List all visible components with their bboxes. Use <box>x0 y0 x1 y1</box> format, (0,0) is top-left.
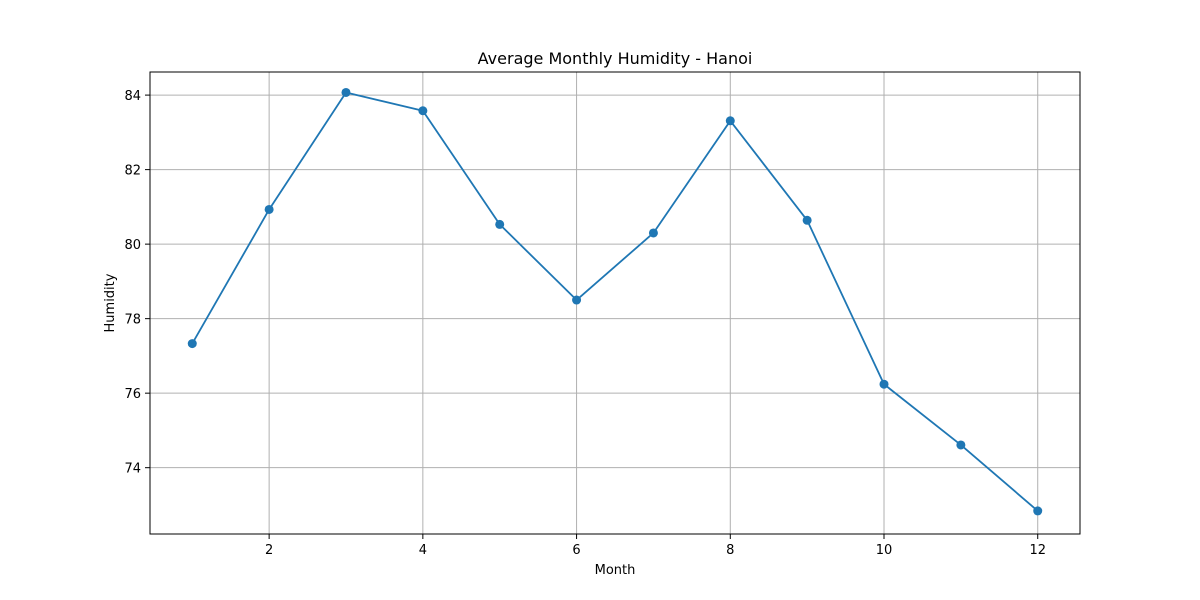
y-tick-label: 80 <box>124 238 141 253</box>
grid-layer <box>150 72 1080 534</box>
data-point <box>264 204 274 214</box>
x-tick-label: 4 <box>419 543 427 558</box>
data-point <box>341 87 351 97</box>
y-tick-label: 84 <box>124 89 141 104</box>
data-point <box>725 116 735 126</box>
data-point <box>802 215 812 225</box>
x-tick-label: 6 <box>572 543 580 558</box>
chart-title: Average Monthly Humidity - Hanoi <box>478 49 753 68</box>
y-tick-label: 74 <box>124 462 141 477</box>
data-point <box>956 440 966 450</box>
y-tick-label: 76 <box>124 387 141 402</box>
series-layer <box>187 87 1043 516</box>
data-point <box>1033 506 1043 516</box>
x-tick-label: 8 <box>726 543 734 558</box>
y-axis-label: Humidity <box>103 273 118 332</box>
x-tick-label: 2 <box>265 543 273 558</box>
data-point <box>879 379 889 389</box>
data-point <box>418 106 428 116</box>
plot-frame <box>149 71 1081 535</box>
data-point <box>648 228 658 238</box>
x-tick-label: 10 <box>876 543 893 558</box>
ticks-layer: 2 4 6 8 10 12 74 76 78 80 82 84 <box>124 89 1046 558</box>
series-line <box>191 91 1039 512</box>
data-point <box>187 339 197 349</box>
data-point <box>495 219 505 229</box>
y-tick-label: 78 <box>124 313 141 328</box>
x-tick-label: 12 <box>1029 543 1046 558</box>
data-point <box>572 295 582 305</box>
y-tick-label: 82 <box>124 164 141 179</box>
x-axis-label: Month <box>595 563 636 578</box>
